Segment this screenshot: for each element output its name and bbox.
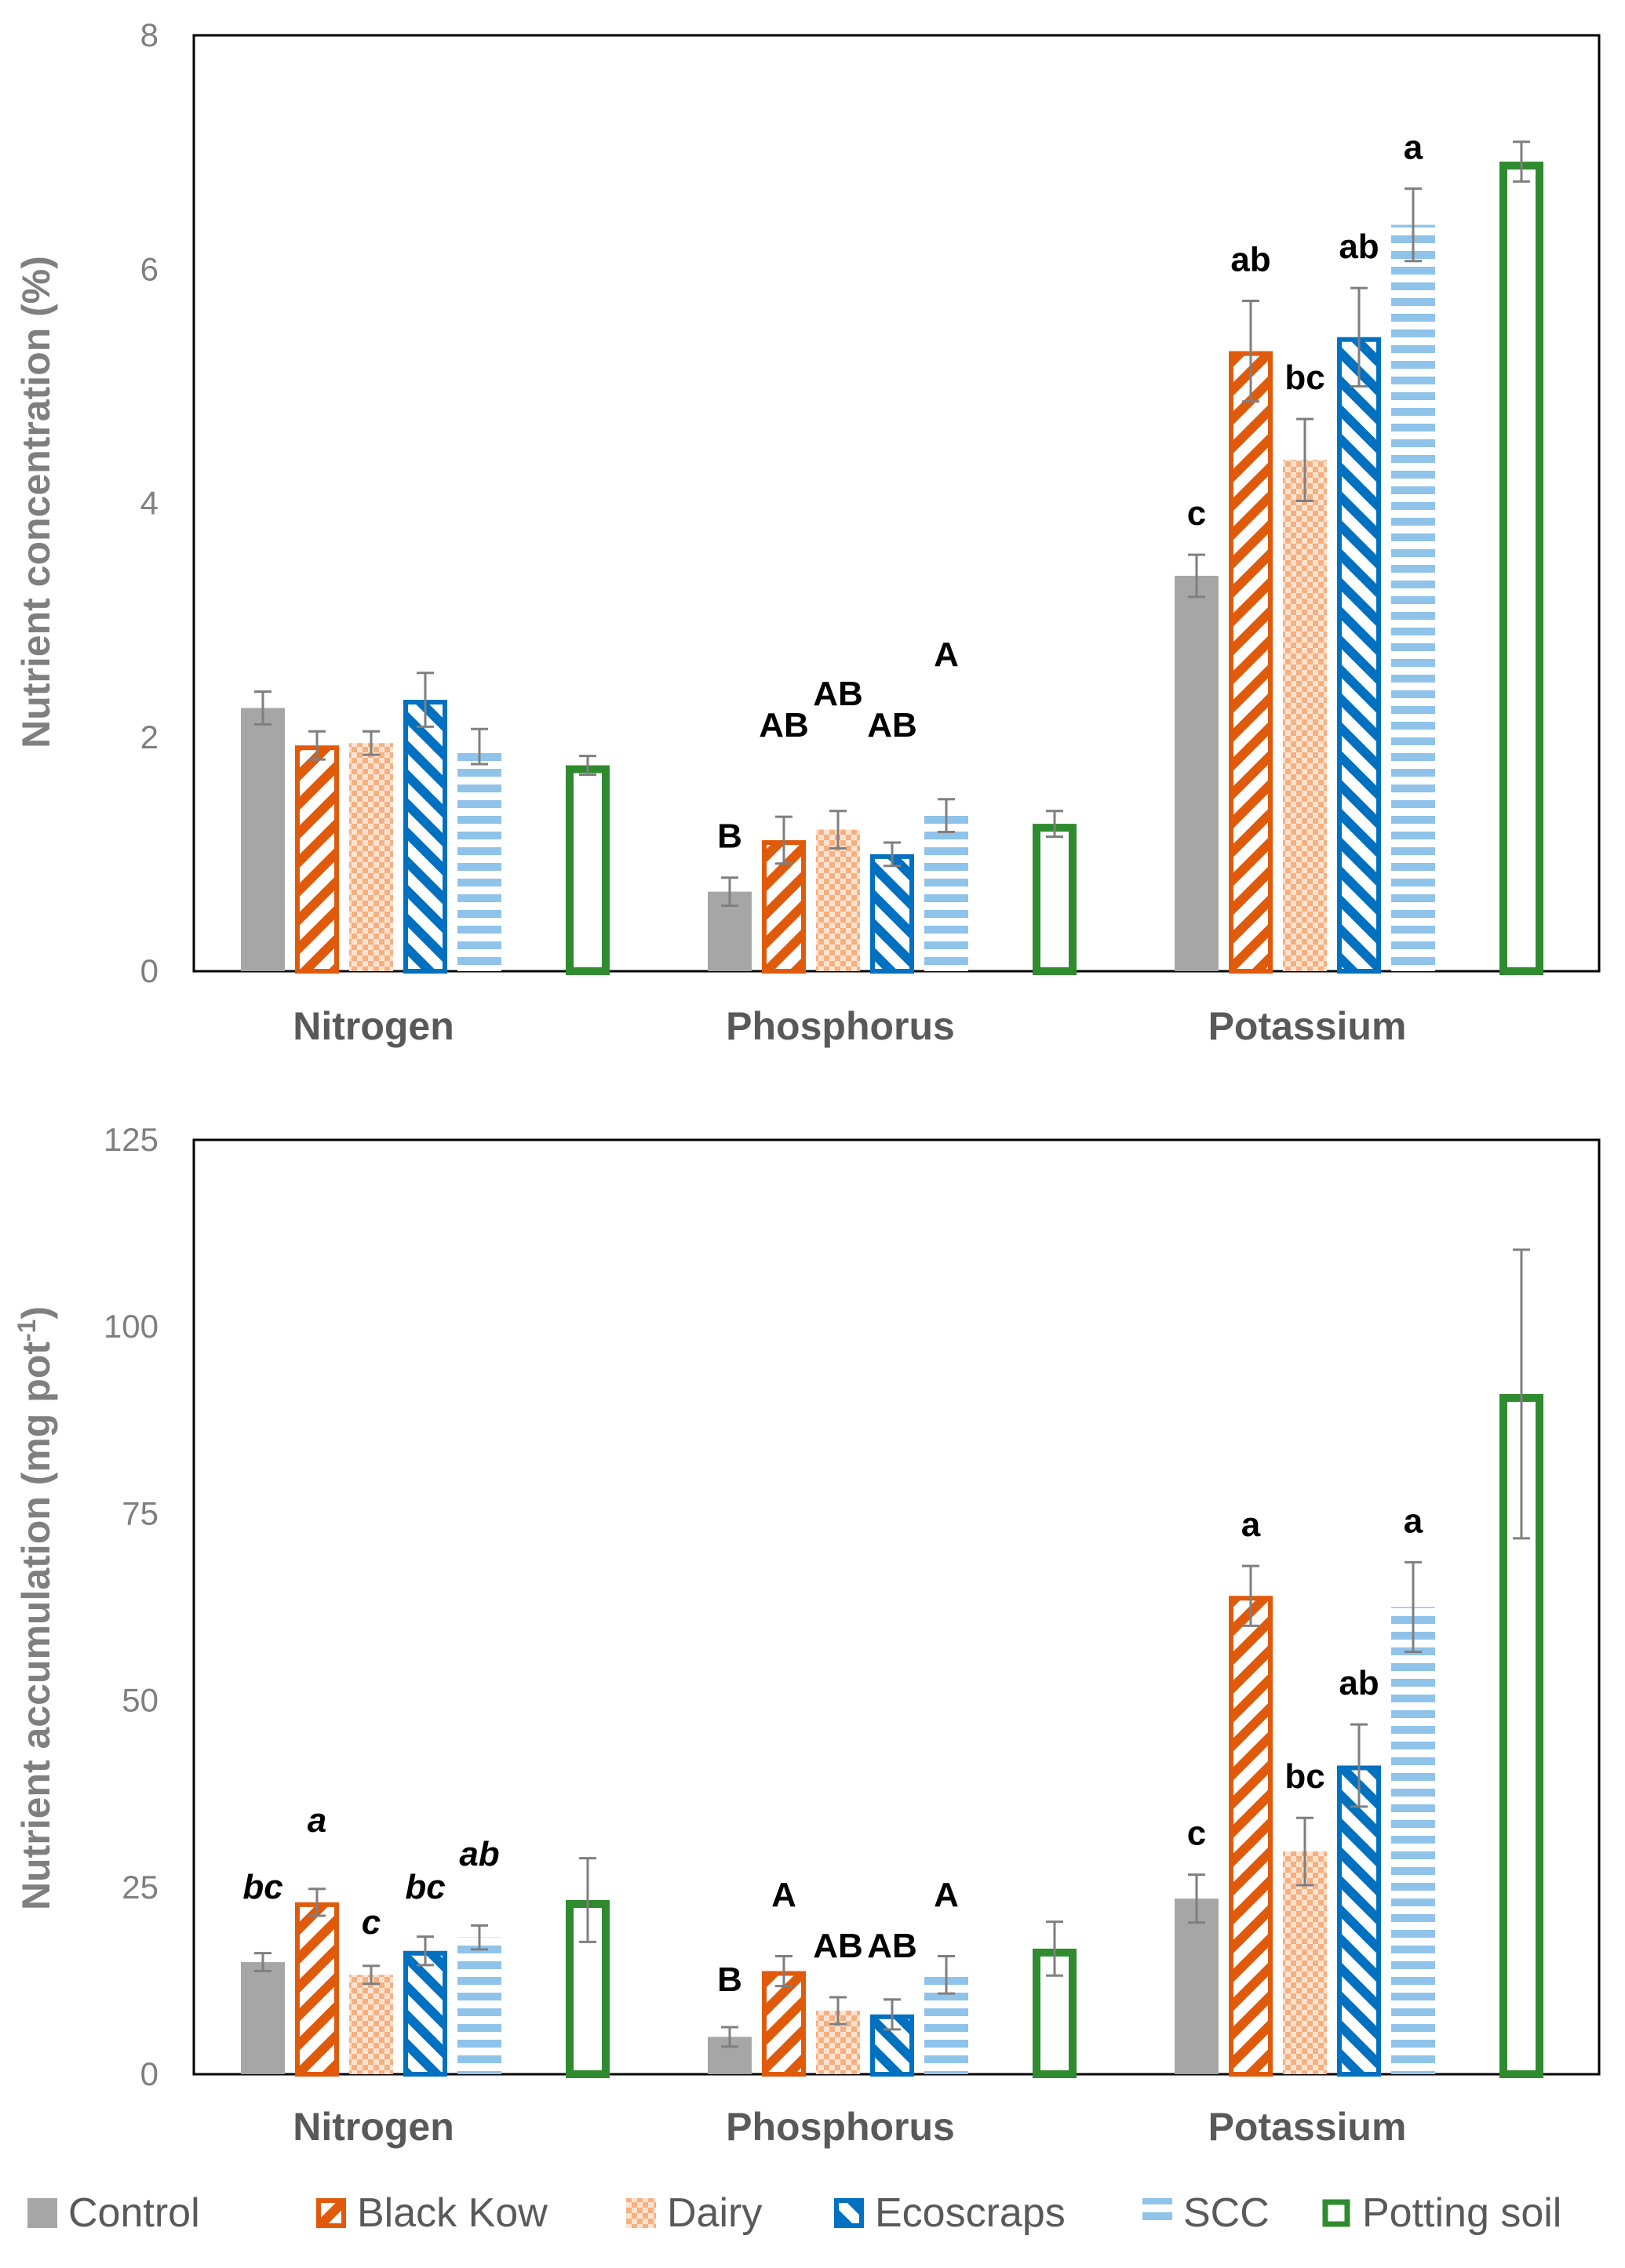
y-tick-label: 0 xyxy=(140,952,158,989)
legend: Control Black Kow Dairy Ecoscraps SCC Potting… xyxy=(27,2190,1561,2236)
significance-letter: ab xyxy=(1339,1664,1379,1702)
significance-letter: AB xyxy=(867,706,917,744)
bar-ecoscraps-nitrogen xyxy=(403,700,447,974)
y-tick-label: 75 xyxy=(122,1494,158,1531)
bar-scc-potassium xyxy=(1391,224,1435,971)
significance-letter: a xyxy=(1241,1505,1261,1544)
category-label-phosphorus: Phosphorus xyxy=(726,2105,955,2149)
bar-control-nitrogen xyxy=(241,1962,285,2074)
significance-letter: a xyxy=(1404,128,1423,166)
legend-swatch-control xyxy=(27,2198,57,2228)
significance-letter: AB xyxy=(867,1927,917,1965)
bar-ecoscraps-nitrogen xyxy=(403,1950,447,2077)
bar-black-kow-nitrogen xyxy=(295,745,339,974)
bar-dairy-potassium xyxy=(1283,460,1327,971)
bar-dairy-nitrogen xyxy=(349,1975,393,2074)
bar-control-nitrogen xyxy=(241,708,285,971)
y-tick-label: 100 xyxy=(104,1308,158,1345)
y-axis-label: Nutrient accumulation (mg pot-1) xyxy=(13,1306,58,1910)
legend-label-ecoscraps: Ecoscraps xyxy=(875,2190,1066,2236)
significance-letter: a xyxy=(308,1801,326,1840)
significance-letter: AB xyxy=(813,1927,863,1965)
bar-ecoscraps-phosphorus xyxy=(870,854,914,974)
bar-control-potassium xyxy=(1175,575,1219,971)
legend-swatch-potting-soil xyxy=(1322,2199,1350,2227)
significance-letter: bc xyxy=(1284,359,1324,397)
bar-scc-phosphorus xyxy=(924,815,968,971)
significance-letter: ab xyxy=(1339,228,1379,266)
significance-letter: bc xyxy=(405,1868,445,1906)
y-tick-label: 2 xyxy=(140,719,158,755)
legend-label-control: Control xyxy=(68,2190,200,2236)
legend-label-dairy: Dairy xyxy=(667,2190,762,2236)
significance-letter: c xyxy=(1187,494,1206,533)
significance-letter: c xyxy=(1187,1815,1206,1853)
bar-dairy-phosphorus xyxy=(816,829,860,971)
significance-letter: A xyxy=(771,1876,796,1914)
y-tick-label: 125 xyxy=(104,1121,158,1158)
accumulation-chart: 0 25 50 75 100 125 Nutrient accumulation (mg p… xyxy=(13,1121,1601,2149)
y-tick-label: 25 xyxy=(122,1869,158,1906)
legend-swatch-dairy xyxy=(626,2198,656,2228)
legend-label-potting-soil: Potting soil xyxy=(1362,2190,1561,2236)
significance-letter: c xyxy=(362,1903,381,1942)
significance-letter: ab xyxy=(1230,241,1270,279)
significance-letter: AB xyxy=(759,706,809,744)
bar-control-potassium xyxy=(1175,1898,1219,2074)
bar-scc-nitrogen xyxy=(457,1937,501,2074)
bar-scc-nitrogen xyxy=(457,746,501,971)
bar-black-kow-potassium xyxy=(1229,1596,1273,2077)
y-tick-label: 6 xyxy=(140,250,158,287)
legend-label-black-kow: Black Kow xyxy=(357,2190,548,2236)
legend-label-scc: SCC xyxy=(1183,2190,1270,2236)
bar-black-kow-potassium xyxy=(1229,351,1273,974)
category-label-potassium: Potassium xyxy=(1208,2105,1407,2149)
bar-potting-soil-potassium xyxy=(1499,162,1543,975)
significance-letter: ab xyxy=(459,1835,499,1873)
bar-potting-soil-phosphorus xyxy=(1033,824,1077,976)
legend-swatch-black-kow xyxy=(316,2198,346,2228)
category-label-nitrogen: Nitrogen xyxy=(293,2105,454,2149)
y-tick-label: 8 xyxy=(140,16,158,53)
significance-letter: bc xyxy=(1284,1757,1324,1796)
bar-black-kow-phosphorus xyxy=(762,1971,806,2077)
significance-letter: A xyxy=(934,635,959,674)
significance-letter: A xyxy=(934,1876,959,1914)
bar-scc-potassium xyxy=(1391,1607,1435,2074)
bar-ecoscraps-potassium xyxy=(1337,1765,1381,2077)
legend-swatch-ecoscraps xyxy=(834,2198,864,2228)
category-label-nitrogen: Nitrogen xyxy=(293,1004,454,1048)
significance-letter: bc xyxy=(242,1868,282,1906)
y-axis-label: Nutrient concentration (%) xyxy=(14,256,58,748)
bar-potting-soil-nitrogen xyxy=(566,765,610,975)
bar-ecoscraps-potassium xyxy=(1337,337,1381,974)
significance-letter: B xyxy=(717,817,742,856)
significance-letter: AB xyxy=(813,675,863,713)
y-tick-label: 0 xyxy=(140,2055,158,2092)
significance-letter: B xyxy=(717,1960,742,1999)
concentration-chart: 0 2 4 6 8 Nutrient concentration (%) Nitrogen B… xyxy=(14,16,1601,1048)
significance-letter: a xyxy=(1404,1502,1423,1540)
bar-black-kow-nitrogen xyxy=(295,1902,339,2077)
y-tick-label: 4 xyxy=(140,485,158,522)
y-tick-label: 50 xyxy=(122,1682,158,1719)
category-label-phosphorus: Phosphorus xyxy=(726,1004,955,1048)
legend-swatch-scc xyxy=(1142,2198,1172,2228)
bar-dairy-nitrogen xyxy=(349,743,393,971)
category-label-potassium: Potassium xyxy=(1208,1004,1407,1048)
bar-dairy-potassium xyxy=(1283,1851,1327,2074)
